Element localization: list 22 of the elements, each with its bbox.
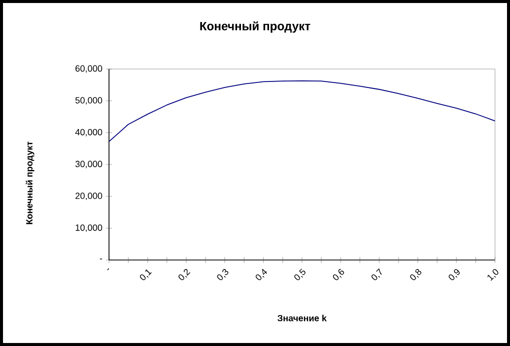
x-tick-label: - <box>107 268 110 270</box>
y-axis-title: Конечный продукт <box>26 142 34 224</box>
x-tick-label: 0,5 <box>294 268 306 280</box>
x-tick-label: 0,1 <box>140 269 152 280</box>
y-tick-label: 10,000 <box>76 224 102 232</box>
x-tick-label: 0,4 <box>256 268 268 280</box>
x-axis-title: Значение k <box>278 314 327 322</box>
x-tick-label: 0,8 <box>410 269 422 280</box>
x-tick-label: 1,0 <box>488 269 498 281</box>
y-tick-label: 50,000 <box>75 97 102 105</box>
x-tick-label: 0,6 <box>332 269 344 280</box>
x-tick-label: 0,9 <box>448 269 460 280</box>
y-tick-label: - <box>100 258 102 260</box>
y-tick-label: 20,000 <box>76 192 102 200</box>
line-series <box>108 80 496 142</box>
x-tick-label: 0,7 <box>372 268 382 280</box>
chart-title: Конечный продукт <box>200 21 310 33</box>
x-tick-label: 0,3 <box>217 269 228 280</box>
y-tick-label: 60,000 <box>76 65 102 73</box>
y-tick-label: 40,000 <box>75 128 102 136</box>
y-tick-label: 30,000 <box>75 160 102 168</box>
x-tick-label: 0,2 <box>178 269 190 280</box>
